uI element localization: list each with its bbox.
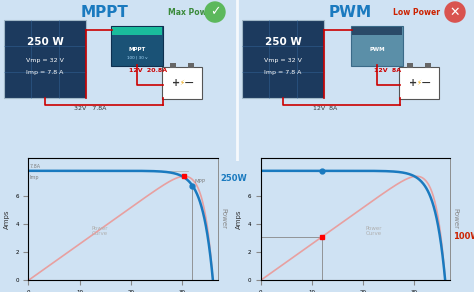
Text: Imp: Imp [30, 175, 39, 180]
FancyBboxPatch shape [4, 20, 86, 98]
Text: 250W: 250W [220, 174, 247, 183]
Text: PWM: PWM [328, 5, 372, 20]
Text: 7.8A: 7.8A [30, 164, 41, 169]
Bar [188, 63, 194, 68]
Text: ✓: ✓ [210, 6, 220, 19]
Text: Vmp = 32 V: Vmp = 32 V [264, 58, 302, 63]
Y-axis label: Amps: Amps [236, 209, 242, 229]
Y-axis label: Amps: Amps [4, 209, 9, 229]
Text: ✕: ✕ [450, 6, 460, 19]
FancyBboxPatch shape [111, 26, 163, 66]
Text: MPPT: MPPT [128, 47, 146, 52]
Text: +: + [172, 78, 180, 88]
Text: Imp = 7.8 A: Imp = 7.8 A [264, 70, 301, 75]
Text: ⚡: ⚡ [417, 80, 421, 86]
Text: −: − [184, 77, 194, 90]
Text: 12V  8A: 12V 8A [374, 68, 401, 73]
Text: PWM: PWM [369, 47, 385, 52]
Text: MPPT: MPPT [81, 5, 129, 20]
Y-axis label: Power: Power [453, 208, 459, 230]
Text: ⚡: ⚡ [180, 80, 184, 86]
Text: −: − [421, 77, 431, 90]
Bar [112, 27, 162, 35]
Y-axis label: Power: Power [220, 208, 227, 230]
Text: Max Power: Max Power [168, 8, 216, 17]
Text: +: + [409, 78, 417, 88]
Text: MPP: MPP [195, 179, 206, 184]
Bar [407, 63, 413, 68]
Circle shape [205, 2, 225, 22]
Text: 250 W: 250 W [264, 37, 301, 47]
Text: Imp = 7.8 A: Imp = 7.8 A [27, 70, 64, 75]
Text: Low Power: Low Power [393, 8, 440, 17]
Text: Power
Curve: Power Curve [92, 226, 109, 237]
Text: Vmp = 32 V: Vmp = 32 V [26, 58, 64, 63]
Text: 250 W: 250 W [27, 37, 64, 47]
Text: 32V   7.8A: 32V 7.8A [74, 106, 106, 111]
FancyBboxPatch shape [162, 67, 202, 99]
FancyBboxPatch shape [242, 20, 324, 98]
Bar [425, 63, 431, 68]
Text: 12V  20.8A: 12V 20.8A [129, 68, 167, 73]
Text: 100 | 30 v: 100 | 30 v [127, 55, 147, 59]
Text: 12V  8A: 12V 8A [313, 106, 337, 111]
Text: Power
Curve: Power Curve [365, 226, 382, 237]
Text: 100W: 100W [453, 232, 474, 241]
FancyBboxPatch shape [399, 67, 439, 99]
Bar [352, 27, 402, 35]
Circle shape [445, 2, 465, 22]
Bar [170, 63, 176, 68]
FancyBboxPatch shape [351, 26, 403, 66]
